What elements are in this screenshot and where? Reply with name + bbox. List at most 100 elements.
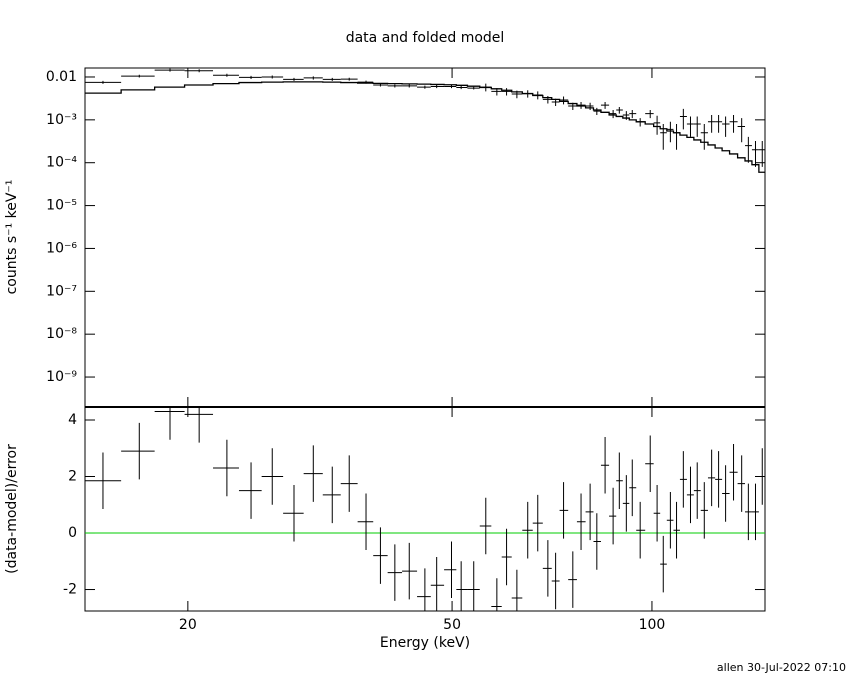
- data-point: [501, 88, 512, 96]
- data-point: [629, 109, 637, 119]
- data-point: [373, 83, 388, 87]
- data-point: [600, 102, 610, 109]
- chart-title: data and folded model: [346, 30, 505, 46]
- y-axis-label: counts s⁻¹ keV⁻¹: [4, 180, 20, 295]
- residual-point: [532, 494, 543, 552]
- residual-point: [622, 475, 630, 532]
- plot-frame: [84, 67, 766, 408]
- residual-point: [542, 540, 552, 597]
- y-tick-label: 10⁻⁵: [46, 198, 77, 214]
- data-point: [387, 84, 403, 88]
- residual-point: [456, 561, 468, 611]
- data-point: [758, 141, 765, 167]
- residual-point: [511, 569, 523, 611]
- residual-point: [283, 484, 304, 542]
- residual-point: [522, 501, 533, 559]
- data-point: [653, 115, 661, 135]
- residual-point: [616, 452, 623, 509]
- residual-point: [673, 501, 680, 559]
- y-tick-label: 10⁻⁶: [46, 240, 77, 256]
- y-tick-label: 4: [68, 412, 77, 428]
- residual-point: [653, 484, 661, 542]
- residual-point: [758, 448, 765, 505]
- residual-point: [491, 578, 502, 611]
- residual-point: [121, 422, 155, 480]
- residual-point: [387, 544, 403, 601]
- residual-point: [373, 527, 388, 584]
- residual-point: [261, 448, 284, 505]
- residual-point: [430, 557, 445, 611]
- residual-point: [154, 407, 185, 440]
- data-point: [340, 77, 358, 81]
- residual-point: [184, 407, 214, 443]
- residual-point: [85, 452, 122, 509]
- data-point: [737, 118, 746, 143]
- y-axis-label: (data-model)/error: [4, 444, 20, 574]
- data-point: [283, 77, 304, 81]
- residual-point: [600, 436, 610, 494]
- residual-point: [402, 542, 418, 600]
- data-point: [700, 124, 708, 150]
- y-tick-label: 10⁻⁹: [46, 369, 77, 385]
- data-point: [402, 84, 418, 88]
- y-tick-label: 0: [68, 525, 77, 541]
- residual-point: [479, 497, 492, 555]
- data-point: [745, 136, 752, 163]
- data-point: [417, 85, 431, 89]
- x-axis-label: Energy (keV): [380, 635, 470, 651]
- data-point: [430, 85, 445, 89]
- x-tick-label: 100: [639, 617, 666, 633]
- residual-point: [707, 449, 716, 507]
- residual-point: [686, 466, 694, 524]
- y-tick-label: 10⁻⁷: [46, 283, 77, 299]
- residual-point: [501, 528, 512, 586]
- data-point: [121, 74, 155, 78]
- data-point: [261, 75, 284, 79]
- residual-point: [593, 513, 601, 570]
- residual-point: [660, 535, 667, 593]
- data-point: [693, 116, 701, 137]
- residual-point: [568, 551, 577, 608]
- data-point: [154, 68, 185, 72]
- data-point: [686, 116, 694, 137]
- residual-point: [679, 451, 687, 508]
- residual-point: [357, 493, 374, 550]
- data-point: [751, 141, 759, 167]
- data-point: [467, 86, 480, 90]
- model-line: [85, 81, 765, 173]
- data-point: [322, 77, 341, 81]
- data-point: [729, 114, 738, 133]
- data-point: [660, 124, 667, 150]
- data-point: [585, 102, 594, 110]
- residual-point: [722, 465, 730, 522]
- y-tick-label: 2: [68, 469, 77, 485]
- residual-point: [585, 483, 594, 541]
- residual-point: [636, 501, 646, 559]
- residual-point: [467, 561, 480, 611]
- residual-point: [551, 552, 560, 610]
- data-point: [213, 73, 239, 77]
- residual-point: [700, 482, 708, 539]
- y-tick-label: 0.01: [46, 69, 77, 85]
- data-point: [238, 75, 262, 79]
- data-point: [444, 85, 457, 89]
- y-tick-label: 10⁻⁸: [46, 326, 77, 342]
- data-point: [456, 85, 468, 90]
- y-tick-label: -2: [63, 582, 77, 598]
- data-point: [85, 80, 122, 84]
- residual-point: [666, 492, 674, 549]
- data-point: [593, 107, 601, 115]
- data-point: [707, 114, 716, 133]
- residual-point: [213, 439, 239, 497]
- residual-point: [715, 451, 723, 508]
- residual-point: [340, 455, 358, 512]
- residual-point: [609, 487, 617, 545]
- data-point: [645, 109, 654, 119]
- residual-point: [693, 462, 701, 519]
- residual-point: [444, 541, 457, 599]
- y-tick-label: 10⁻³: [46, 112, 77, 128]
- residual-point: [745, 483, 752, 541]
- residual-point: [576, 493, 586, 550]
- x-tick-label: 50: [443, 617, 461, 633]
- data-point: [609, 109, 617, 119]
